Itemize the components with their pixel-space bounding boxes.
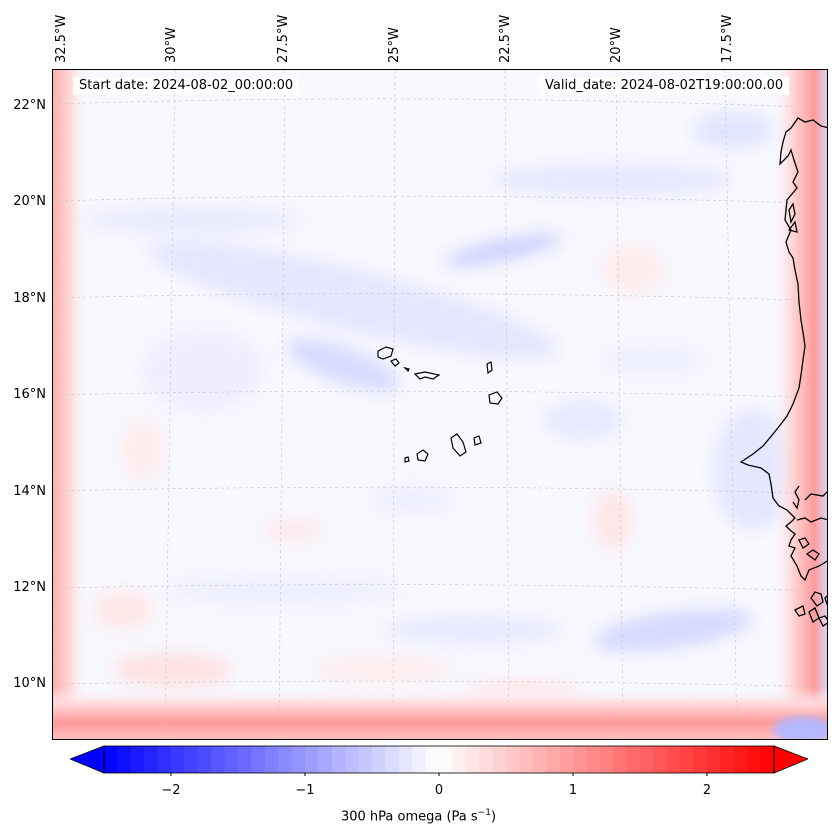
- map-panel[interactable]: [52, 69, 828, 740]
- island-sao-vicente: [390, 358, 400, 367]
- colorbar-band: [720, 746, 735, 773]
- island-maio: [473, 435, 482, 446]
- colorbar-band: [224, 746, 239, 773]
- colorbar-band: [626, 746, 641, 773]
- african-coastline: [739, 117, 827, 627]
- colorbar-tick-neg2: −2: [161, 783, 181, 798]
- colorbar-band: [599, 746, 614, 773]
- colorbar-band: [425, 746, 440, 773]
- colorbar-band: [573, 746, 587, 773]
- start-date-label: Start date: 2024-08-02_00:00:00: [73, 77, 300, 95]
- lon-label-22-5w: 22.5°W: [498, 14, 513, 63]
- colorbar-band: [546, 746, 561, 773]
- lat-label-20n: 20°N: [13, 194, 46, 209]
- island-santo-antao: [377, 346, 394, 360]
- colorbar-band: [372, 746, 386, 773]
- colorbar-band: [184, 746, 199, 773]
- colorbar-band: [305, 746, 319, 773]
- lon-label-17-5w: 17.5°W: [720, 14, 735, 63]
- colorbar-band: [747, 746, 762, 773]
- colorbar-band: [733, 746, 748, 773]
- colorbar-band: [117, 746, 132, 773]
- colorbar-band: [693, 746, 708, 773]
- colorbar-band: [157, 746, 172, 773]
- island-sal: [486, 361, 493, 375]
- colorbar-band: [492, 746, 507, 773]
- lat-label-18n: 18°N: [13, 291, 46, 306]
- colorbar-band: [358, 746, 373, 773]
- bottom-edge-band: [53, 688, 827, 739]
- colorbar-label: 300 hPa omega (Pa s−1): [340, 808, 497, 825]
- left-edge-band: [53, 70, 87, 739]
- island-fogo: [416, 449, 429, 462]
- right-edge-band: [771, 70, 827, 739]
- colorbar: [68, 744, 810, 780]
- colorbar-band: [760, 746, 775, 773]
- colorbar-band: [211, 746, 226, 773]
- lat-label-10n: 10°N: [13, 676, 46, 691]
- colorbar-svg: [68, 745, 810, 777]
- lon-label-30w: 30°W: [164, 27, 179, 63]
- colorbar-band: [519, 746, 534, 773]
- colorbar-band: [613, 746, 628, 773]
- colorbar-tick-0: 0: [434, 783, 444, 798]
- colorbar-tick-neg1: −1: [295, 783, 315, 798]
- colorbar-band: [238, 746, 252, 773]
- lon-label-25w: 25°W: [387, 27, 402, 63]
- colorbar-low-extension: [68, 745, 105, 774]
- colorbar-band: [586, 746, 601, 773]
- colorbar-band: [412, 746, 427, 773]
- colorbar-band: [465, 746, 480, 773]
- lat-label-14n: 14°N: [13, 484, 46, 499]
- colorbar-band: [291, 746, 306, 773]
- colorbar-high-extension: [773, 745, 810, 774]
- lat-label-16n: 16°N: [13, 387, 46, 402]
- colorbar-band: [506, 746, 520, 773]
- island-boa-vista: [488, 391, 503, 405]
- valid-date-label: Valid_date: 2024-08-02T19:00:00.00: [539, 77, 790, 95]
- colorbar-band: [144, 746, 159, 773]
- colorbar-band: [452, 746, 467, 773]
- colorbar-tick-2: 2: [702, 783, 712, 798]
- lat-label-22n: 22°N: [13, 98, 46, 113]
- colorbar-band: [278, 746, 293, 773]
- colorbar-band: [559, 746, 574, 773]
- colorbar-band: [171, 746, 185, 773]
- colorbar-band: [439, 746, 453, 773]
- lon-label-27-5w: 27.5°W: [276, 14, 291, 63]
- colorbar-band: [640, 746, 654, 773]
- colorbar-band: [345, 746, 360, 773]
- gridlines: [53, 70, 827, 739]
- island-santiago: [450, 433, 467, 457]
- omega-field-map: [53, 70, 827, 739]
- colorbar-band: [251, 746, 266, 773]
- colorbar-band: [680, 746, 695, 773]
- colorbar-band: [707, 746, 721, 773]
- colorbar-tick-1: 1: [568, 783, 578, 798]
- lat-label-12n: 12°N: [13, 580, 46, 595]
- colorbar-band: [653, 746, 668, 773]
- colorbar-band: [264, 746, 279, 773]
- colorbar-bands: [104, 746, 775, 773]
- colorbar-band: [130, 746, 145, 773]
- colorbar-band: [104, 746, 118, 773]
- colorbar-band: [479, 746, 494, 773]
- colorbar-band: [666, 746, 681, 773]
- colorbar-band: [331, 746, 346, 773]
- colorbar-tickmarks: [170, 773, 708, 777]
- colorbar-band: [318, 746, 333, 773]
- lon-label-20w: 20°W: [609, 27, 624, 63]
- island-sao-nicolau: [413, 371, 441, 380]
- colorbar-band: [385, 746, 400, 773]
- island-santa-luzia: [403, 366, 410, 373]
- lon-label-32-5w: 32.5°W: [54, 14, 69, 63]
- colorbar-band: [197, 746, 212, 773]
- island-brava: [404, 456, 410, 463]
- colorbar-band: [398, 746, 413, 773]
- cape-verde-islands: [377, 346, 503, 463]
- colorbar-band: [532, 746, 547, 773]
